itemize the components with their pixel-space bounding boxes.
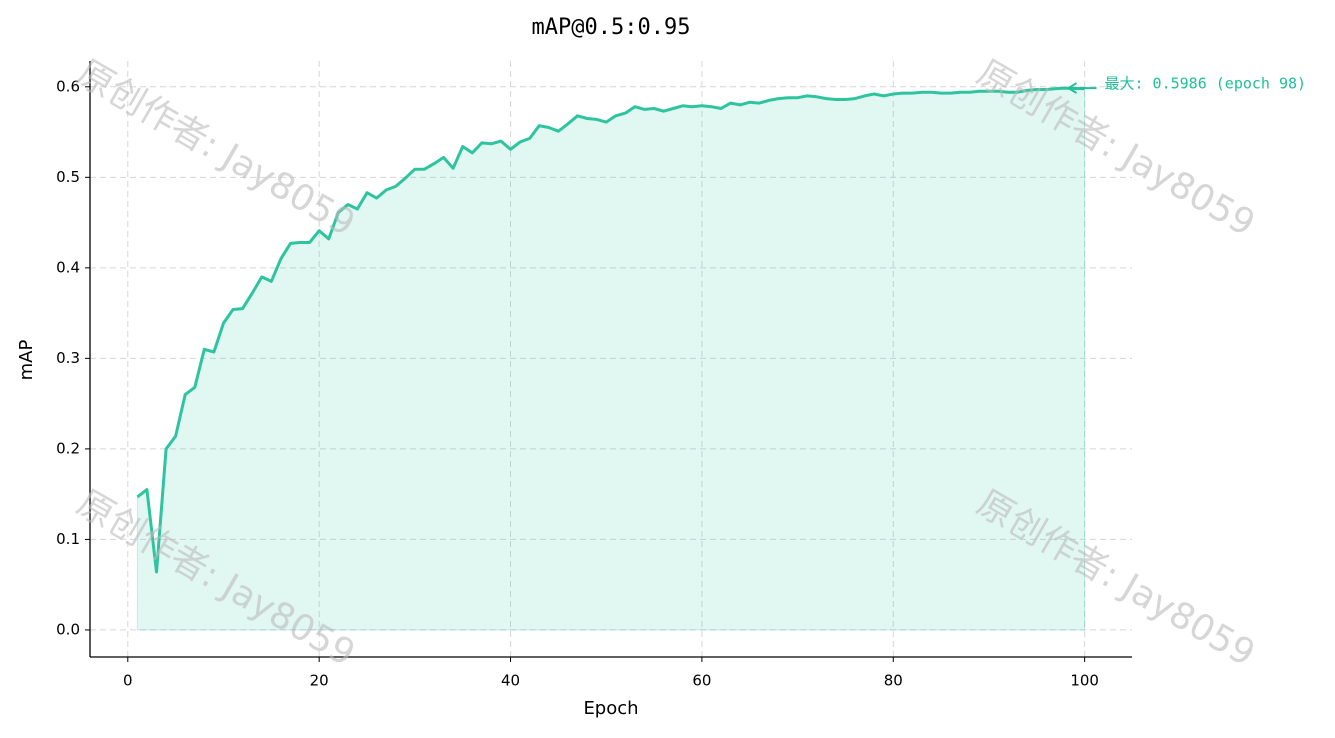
y-tick-label: 0.6 <box>56 77 80 95</box>
y-tick-label: 0.4 <box>56 258 80 276</box>
x-tick-label: 0 <box>123 672 133 690</box>
x-tick-label: 100 <box>1070 672 1099 690</box>
y-tick-label: 0.1 <box>56 530 80 548</box>
y-tick-label: 0.3 <box>56 349 80 367</box>
x-tick-label: 40 <box>501 672 520 690</box>
chart-title: mAP@0.5:0.95 <box>532 15 691 40</box>
y-axis-label: mAP <box>16 340 37 381</box>
y-tick-label: 0.0 <box>56 620 80 638</box>
annotation-arrow <box>1066 82 1097 94</box>
x-tick-label: 60 <box>692 672 711 690</box>
x-tick-label: 80 <box>884 672 903 690</box>
y-tick-label: 0.5 <box>56 168 80 186</box>
line <box>136 86 1085 574</box>
annotation: 最大: 0.5986 (epoch 98) <box>1104 75 1306 93</box>
x-tick-label: 20 <box>310 672 329 690</box>
y-tick-label: 0.2 <box>56 439 80 457</box>
x-axis-label: Epoch <box>583 698 638 719</box>
